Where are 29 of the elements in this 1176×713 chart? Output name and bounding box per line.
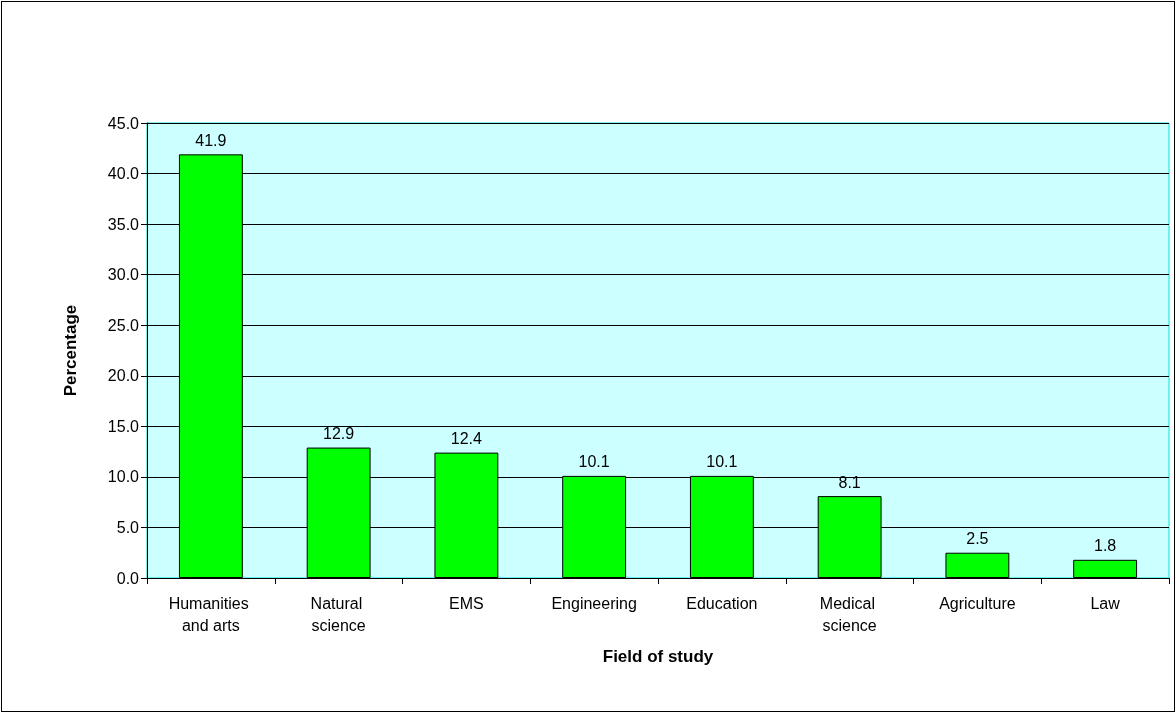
y-tick-label: 0.0: [116, 569, 140, 587]
x-tick-label: Engineering: [551, 594, 637, 612]
x-tick-label: Agriculture: [939, 594, 1016, 612]
data-label: 2.5: [966, 530, 989, 548]
x-axis-title: Field of study: [602, 647, 714, 666]
y-tick-label: 25.0: [107, 316, 140, 334]
x-tick-label: EMS: [449, 594, 484, 612]
data-label: 12.4: [450, 430, 483, 448]
y-tick-label: 15.0: [107, 417, 140, 435]
y-tick-label: 20.0: [107, 367, 140, 385]
y-tick-label: 5.0: [116, 518, 140, 536]
y-tick-label: 10.0: [107, 468, 140, 486]
x-tick-label: Natural science: [310, 594, 367, 634]
data-label: 10.1: [578, 453, 610, 471]
data-label: 1.8: [1094, 537, 1117, 555]
data-label: 12.9: [323, 425, 355, 443]
x-tick-label: Education: [686, 594, 758, 612]
x-tick-label: Law: [1090, 594, 1121, 612]
bar: [945, 552, 1010, 578]
bar: [1073, 559, 1138, 578]
x-tick-label: Medical science: [819, 594, 880, 634]
y-tick-label: 30.0: [107, 266, 140, 284]
y-tick-label: 35.0: [107, 215, 140, 233]
y-axis-title: Percentage: [61, 304, 80, 397]
x-tick-label: Humanities and arts: [168, 594, 254, 634]
y-tick-label: 45.0: [107, 114, 140, 132]
data-label: 10.1: [706, 453, 738, 471]
y-tick-label: 40.0: [107, 165, 140, 183]
data-label: 41.9: [195, 131, 227, 149]
